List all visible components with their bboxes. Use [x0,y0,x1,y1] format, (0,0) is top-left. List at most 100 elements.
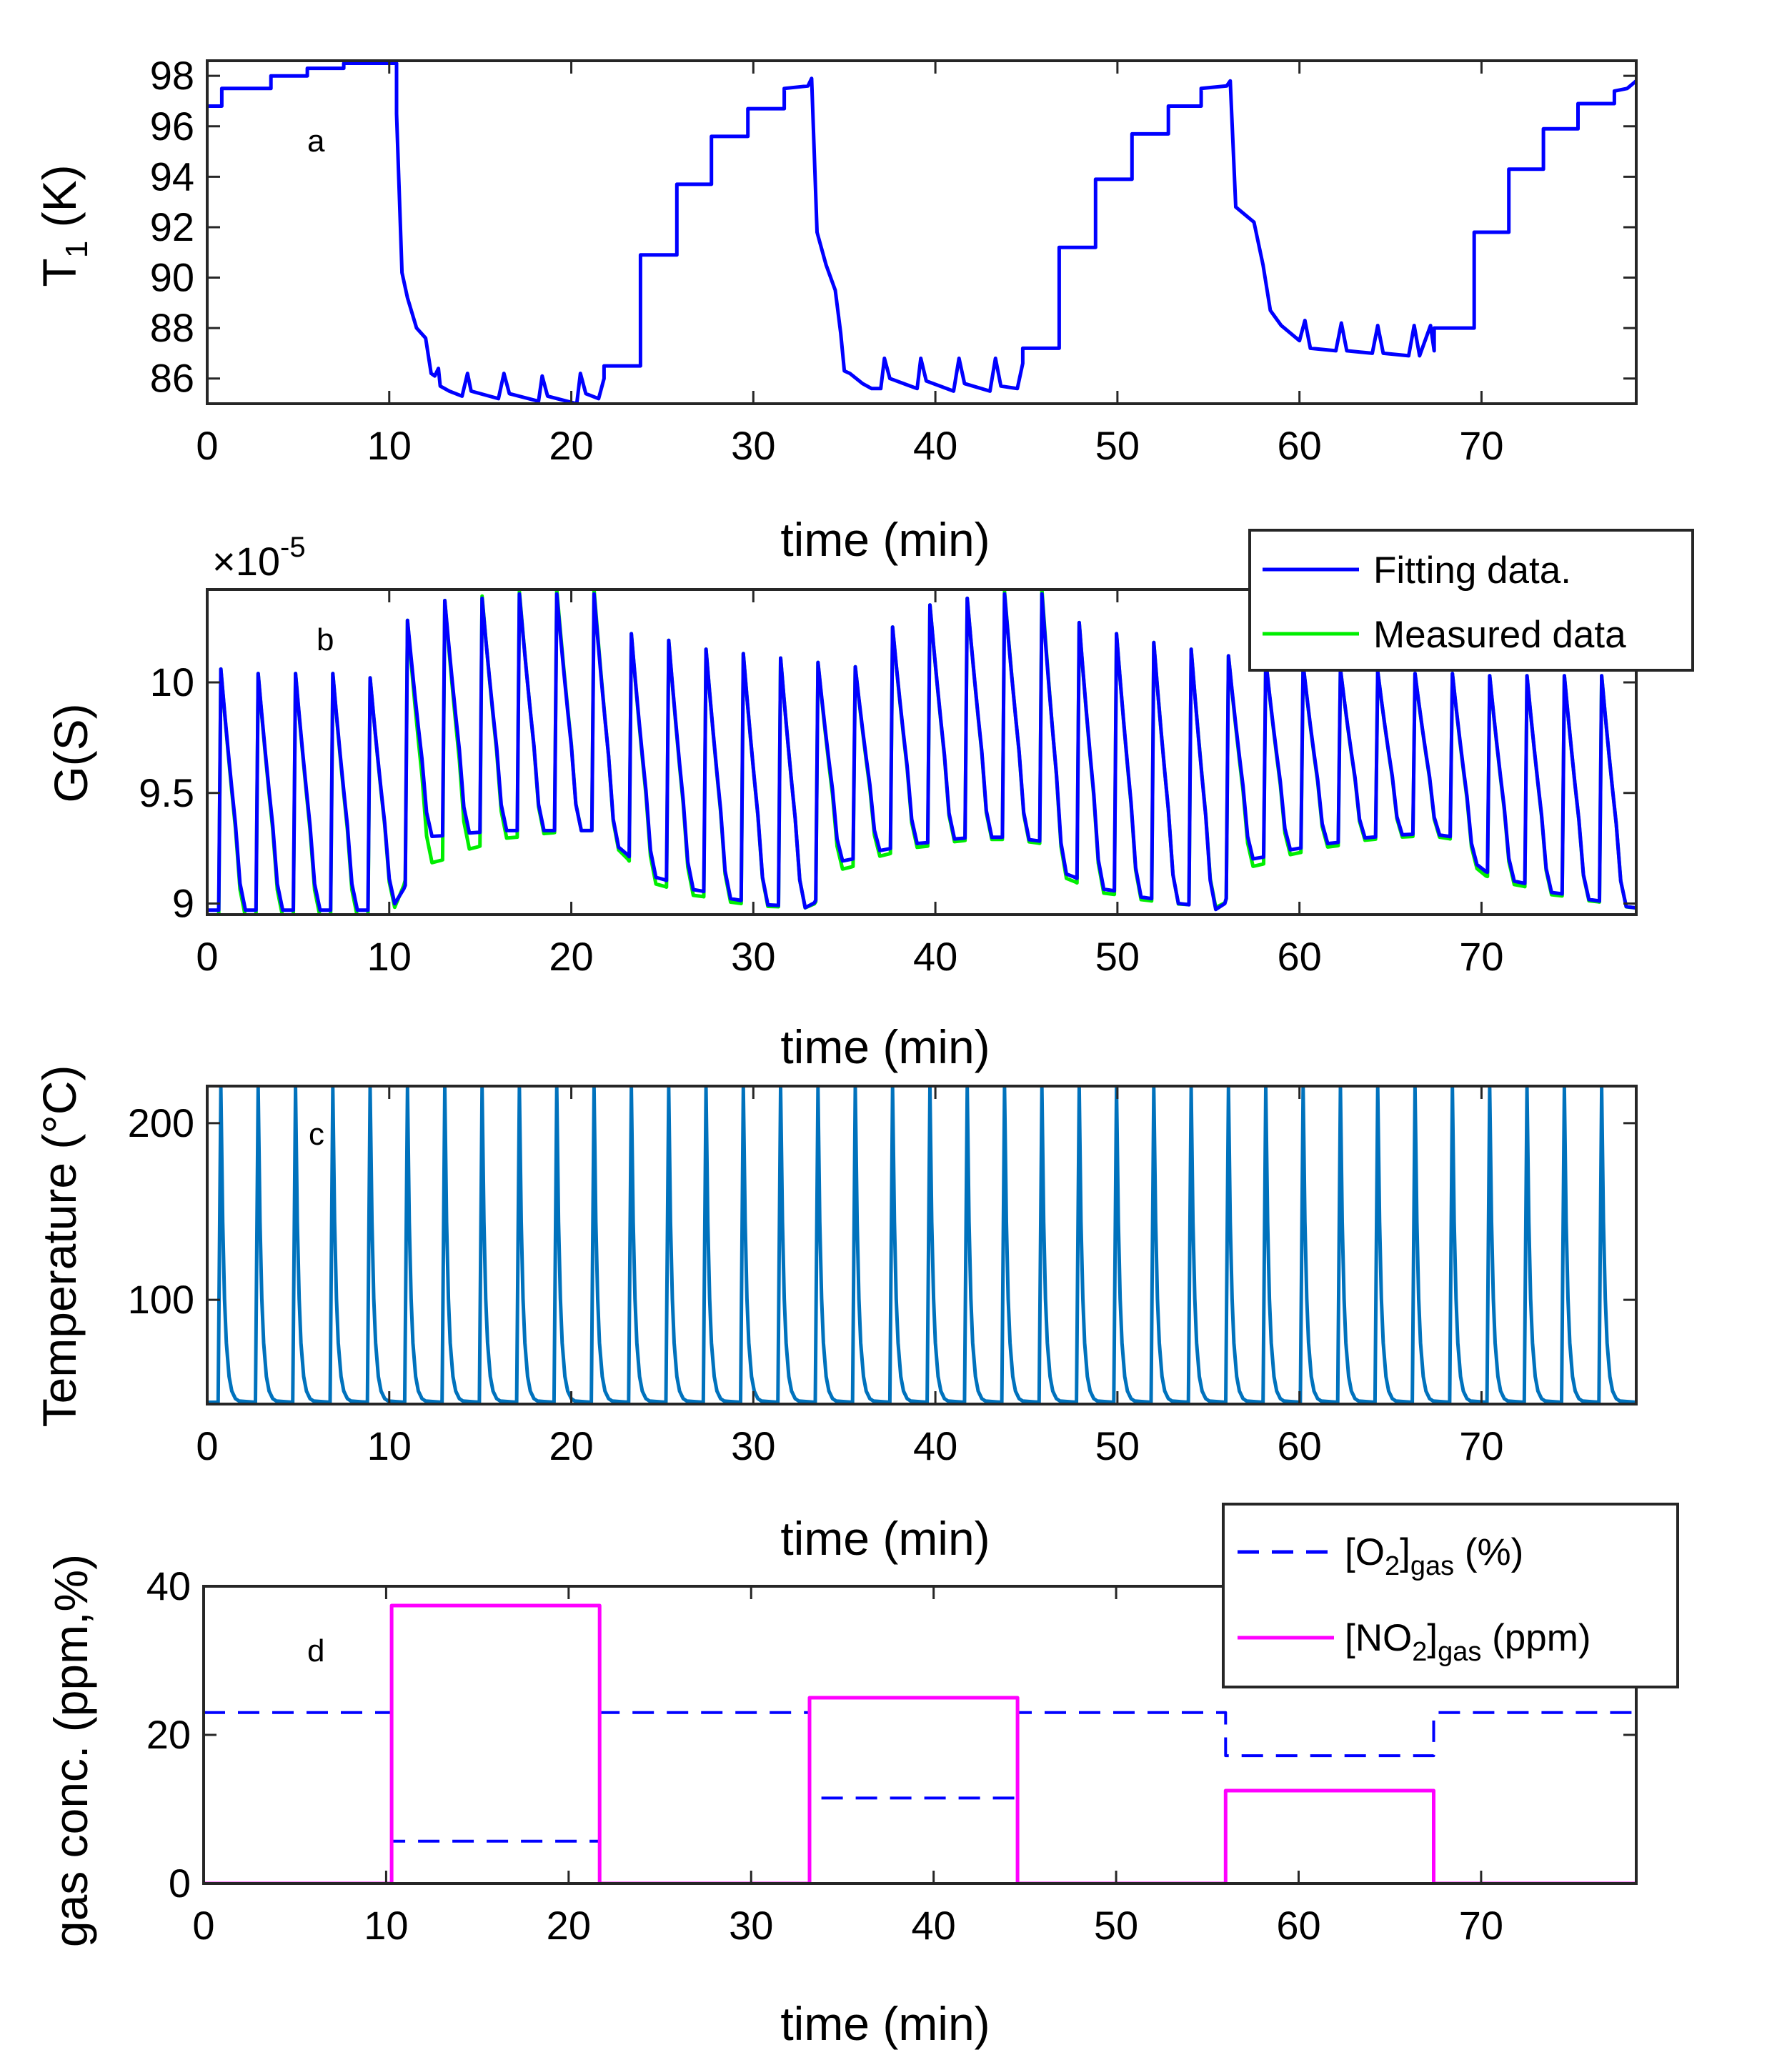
x-tick-label: 70 [1459,1903,1503,1948]
panel-b-exponent: ×10-5 [212,532,306,584]
legend-d-no2-mid: ] [1427,1617,1438,1659]
panel-c-ylabel: Temperature (°C) [33,1065,86,1428]
panel-b-plot [207,589,1636,915]
legend-d-o2-mid: ] [1400,1531,1410,1573]
legend-d-no2-tail: (ppm) [1481,1617,1591,1659]
series-line-temperature [207,1086,1636,1404]
series-line-o2 [204,1711,1636,1843]
legend-d-o2-tail: (%) [1454,1531,1523,1573]
y-tick-label: 92 [150,204,194,249]
x-tick-label: 10 [367,1423,412,1468]
x-tick-label: 20 [549,423,593,468]
panel-d-label: d [307,1633,324,1668]
panel-a-axes: 0 10 20 30 40 50 60 70 86 88 90 92 94 96 98 [150,53,1638,468]
y-tick-label: 86 [150,356,194,401]
y-tick-label: 40 [146,1563,191,1608]
x-tick-label: 30 [729,1903,773,1948]
legend-d-o2-sub1: 2 [1385,1551,1400,1581]
legend-d-o2-main: [O [1345,1531,1385,1573]
panel-a: 0 10 20 30 40 50 60 70 86 88 90 92 94 96 98 a time (mi… [33,53,1638,566]
panel-b-axes: 0 10 20 30 40 50 60 70 9 9.5 10 [139,588,1638,979]
legend-d-no2-sub1: 2 [1412,1637,1427,1667]
y-tick-label: 200 [128,1100,194,1145]
panel-b-exponent-power: -5 [280,532,306,563]
x-tick-label: 50 [1095,934,1140,979]
panel-c-xlabel: time (min) [780,1512,990,1565]
y-tick-label: 0 [169,1861,191,1906]
panel-a-ylabel-sub: 1 [59,241,94,258]
panel-b-exponent-base: ×10 [212,539,280,584]
x-tick-label: 0 [196,934,218,979]
series-line-t1 [207,61,1636,404]
legend-d-no2-sub2: gas [1438,1637,1481,1667]
x-tick-label: 40 [913,934,957,979]
x-tick-label: 70 [1459,934,1503,979]
legend-d-no2-main: [NO [1345,1617,1412,1659]
legend-d: [O2]gas (%) [NO2]gas (ppm) [1222,1503,1679,1688]
y-tick-label: 94 [150,154,194,199]
panel-a-plot [207,61,1636,404]
panel-a-xlabel: time (min) [780,513,990,566]
x-tick-label: 30 [731,1423,775,1468]
panel-d: 0 10 20 30 40 50 60 70 0 20 40 d time (min) gas co… [44,1503,1679,2050]
x-tick-label: 70 [1459,423,1503,468]
panel-c-label: c [309,1117,324,1152]
panel-d-ylabel: gas conc. (ppm,%) [44,1554,97,1947]
y-tick-label: 100 [128,1277,194,1322]
x-tick-label: 60 [1278,423,1322,468]
legend-d-no2-label: [NO2]gas (ppm) [1345,1617,1591,1667]
panel-a-ylabel-main: T [33,258,86,287]
panel-a-ylabel-tail: (K) [33,164,86,240]
x-tick-label: 10 [367,934,412,979]
legend-d-o2-label: [O2]gas (%) [1345,1531,1523,1581]
x-tick-label: 40 [913,1423,957,1468]
x-tick-label: 40 [912,1903,956,1948]
panel-b-frame [206,588,1638,916]
series-line-fitting [207,592,1636,912]
x-tick-label: 60 [1278,934,1322,979]
legend-d-o2-sub2: gas [1410,1551,1454,1581]
x-tick-label: 30 [731,934,775,979]
x-tick-label: 10 [367,423,412,468]
legend-b: Fitting data. Measured data [1248,529,1694,672]
y-tick-label: 20 [146,1712,191,1757]
y-tick-label: 10 [150,660,194,705]
panel-d-xlabel: time (min) [780,1997,990,2050]
panel-a-label: a [307,124,325,159]
x-tick-label: 50 [1095,1423,1140,1468]
x-tick-label: 50 [1094,1903,1138,1948]
panel-d-plot [204,1603,1636,1884]
x-tick-label: 20 [547,1903,591,1948]
legend-d-box [1222,1503,1679,1688]
y-tick-label: 98 [150,53,194,98]
x-tick-label: 0 [192,1903,214,1948]
panel-b-ylabel: G(S) [44,703,97,802]
x-tick-label: 10 [364,1903,408,1948]
panel-c-plot [207,1086,1636,1404]
panel-a-ylabel: T1 (K) [33,164,94,287]
y-tick-label: 9.5 [139,770,194,815]
panel-b-label: b [317,622,334,657]
x-tick-label: 0 [196,1423,218,1468]
y-tick-label: 96 [150,104,194,149]
x-tick-label: 60 [1278,1423,1322,1468]
x-tick-label: 0 [196,423,218,468]
legend-b-measured-label: Measured data [1373,614,1626,656]
x-tick-label: 60 [1276,1903,1320,1948]
y-tick-label: 90 [150,255,194,300]
x-tick-label: 20 [549,1423,593,1468]
x-tick-label: 70 [1459,1423,1503,1468]
panel-c-frame [206,1085,1638,1405]
panel-c: 0 10 20 30 40 50 60 70 100 200 c time (min) Tempe… [33,1065,1638,1565]
legend-b-fitting-label: Fitting data. [1373,549,1571,592]
x-tick-label: 20 [549,934,593,979]
x-tick-label: 50 [1095,423,1140,468]
panel-d-axes: 0 10 20 30 40 50 60 70 0 20 40 [146,1563,1638,1948]
x-tick-label: 40 [913,423,957,468]
y-tick-label: 9 [172,881,194,926]
panel-b-xlabel: time (min) [780,1020,990,1073]
legend-b-box [1248,529,1694,672]
